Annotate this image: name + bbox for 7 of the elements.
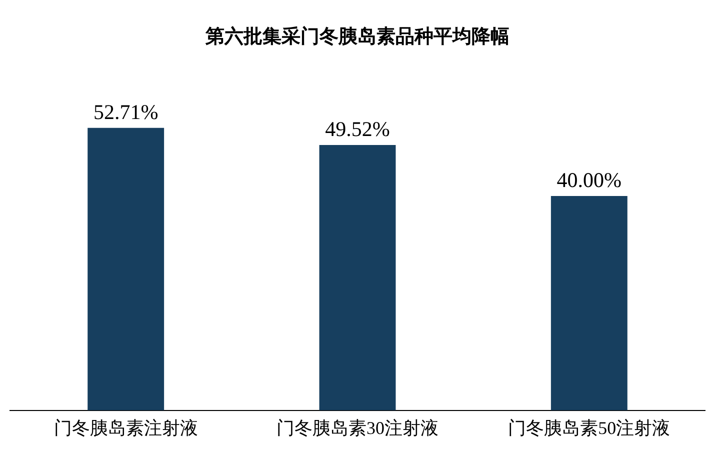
x-tick-label: 门冬胰岛素30注射液 [276,418,438,438]
data-label: 52.71% [93,100,158,124]
x-tick-label: 门冬胰岛素注射液 [54,418,198,438]
data-label: 40.00% [556,168,622,192]
x-tick-label: 门冬胰岛素50注射液 [508,418,670,438]
data-label: 49.52% [325,116,390,141]
chart-title: 第六批集采门冬胰岛素品种平均降幅 [204,25,510,48]
